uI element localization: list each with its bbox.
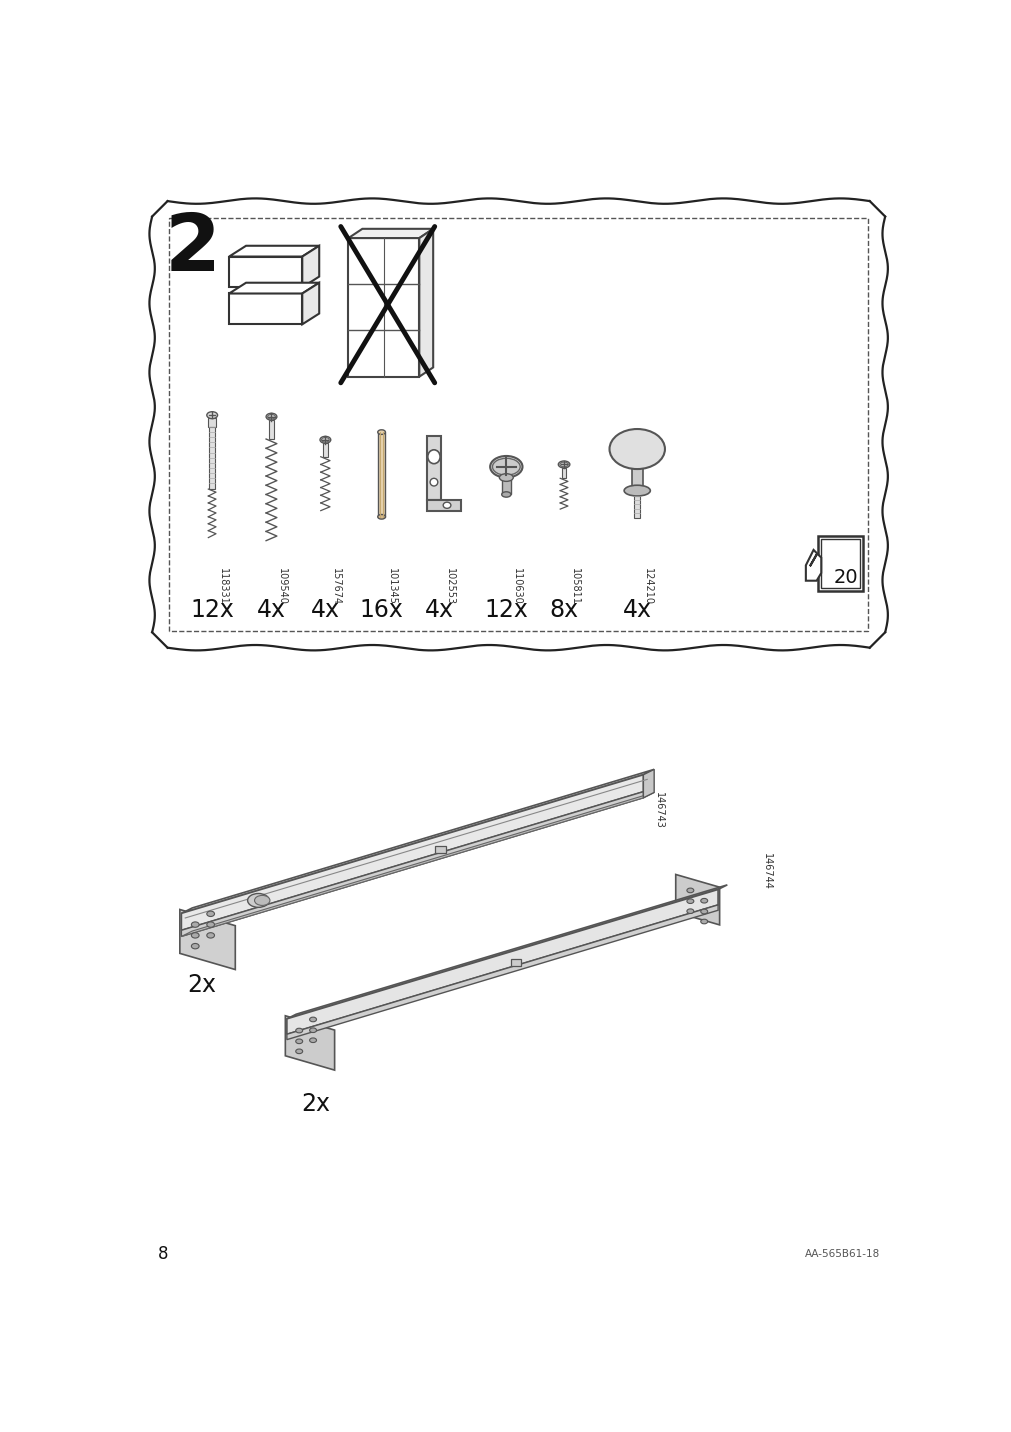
Ellipse shape bbox=[206, 911, 214, 916]
Ellipse shape bbox=[248, 894, 269, 908]
Ellipse shape bbox=[700, 909, 707, 914]
Text: 2: 2 bbox=[164, 211, 220, 288]
Bar bbox=[634, 495, 640, 517]
Bar bbox=[561, 467, 566, 478]
Bar bbox=[377, 432, 385, 517]
Ellipse shape bbox=[686, 899, 694, 904]
Text: 109540: 109540 bbox=[277, 567, 287, 604]
Ellipse shape bbox=[266, 414, 277, 420]
Bar bbox=[817, 536, 862, 591]
Ellipse shape bbox=[700, 919, 707, 924]
Text: 12x: 12x bbox=[484, 597, 528, 621]
Ellipse shape bbox=[558, 461, 569, 468]
Polygon shape bbox=[302, 246, 318, 288]
Polygon shape bbox=[180, 909, 235, 969]
Text: 118331: 118331 bbox=[217, 567, 227, 604]
Polygon shape bbox=[181, 769, 653, 914]
Text: 105811: 105811 bbox=[569, 567, 579, 604]
Bar bbox=[169, 218, 867, 630]
Ellipse shape bbox=[377, 514, 385, 520]
Polygon shape bbox=[348, 229, 433, 238]
Polygon shape bbox=[286, 889, 718, 1034]
Text: 4x: 4x bbox=[257, 597, 286, 621]
Bar bbox=[323, 442, 328, 457]
Polygon shape bbox=[302, 282, 318, 324]
Ellipse shape bbox=[489, 455, 522, 477]
Text: 101345: 101345 bbox=[387, 567, 397, 604]
Polygon shape bbox=[181, 792, 653, 937]
Polygon shape bbox=[427, 500, 460, 511]
Ellipse shape bbox=[686, 909, 694, 914]
Ellipse shape bbox=[377, 430, 385, 434]
Polygon shape bbox=[675, 875, 719, 925]
Bar bbox=[821, 538, 859, 589]
Ellipse shape bbox=[319, 437, 331, 444]
Ellipse shape bbox=[686, 888, 694, 892]
Bar bbox=[269, 420, 274, 440]
Text: 146744: 146744 bbox=[761, 853, 770, 891]
Polygon shape bbox=[228, 282, 318, 294]
Text: AA-565B61-18: AA-565B61-18 bbox=[804, 1249, 879, 1259]
Ellipse shape bbox=[191, 922, 199, 928]
Ellipse shape bbox=[191, 944, 199, 949]
Polygon shape bbox=[228, 246, 318, 256]
Polygon shape bbox=[228, 294, 302, 324]
Polygon shape bbox=[181, 792, 643, 937]
Text: 2x: 2x bbox=[300, 1093, 330, 1116]
Polygon shape bbox=[643, 769, 653, 798]
Ellipse shape bbox=[206, 411, 217, 418]
Ellipse shape bbox=[295, 1050, 302, 1054]
Ellipse shape bbox=[443, 503, 451, 508]
Ellipse shape bbox=[430, 478, 438, 485]
Text: 8: 8 bbox=[158, 1244, 169, 1263]
Ellipse shape bbox=[295, 1028, 302, 1032]
Text: 157674: 157674 bbox=[331, 567, 341, 604]
Ellipse shape bbox=[700, 898, 707, 904]
Bar bbox=[631, 467, 642, 490]
Text: 16x: 16x bbox=[359, 597, 403, 621]
Text: 4x: 4x bbox=[425, 597, 453, 621]
Bar bbox=[511, 959, 521, 967]
Bar bbox=[501, 477, 511, 494]
Ellipse shape bbox=[255, 895, 270, 905]
Text: 12x: 12x bbox=[190, 597, 234, 621]
Polygon shape bbox=[427, 435, 441, 500]
Text: 8x: 8x bbox=[549, 597, 578, 621]
Polygon shape bbox=[348, 238, 419, 377]
Polygon shape bbox=[286, 885, 727, 1018]
Ellipse shape bbox=[428, 450, 440, 464]
Ellipse shape bbox=[267, 414, 275, 420]
Text: 4x: 4x bbox=[310, 597, 340, 621]
Polygon shape bbox=[419, 229, 433, 377]
Bar bbox=[435, 845, 446, 853]
Ellipse shape bbox=[624, 485, 650, 495]
Text: 4x: 4x bbox=[622, 597, 651, 621]
Ellipse shape bbox=[501, 491, 511, 497]
Ellipse shape bbox=[321, 438, 329, 442]
Ellipse shape bbox=[498, 474, 513, 481]
Text: 2x: 2x bbox=[187, 972, 216, 997]
Text: 110630: 110630 bbox=[512, 567, 522, 604]
Ellipse shape bbox=[309, 1038, 316, 1042]
Bar bbox=[208, 418, 215, 428]
Text: 146743: 146743 bbox=[653, 792, 663, 829]
Polygon shape bbox=[286, 905, 718, 1040]
Ellipse shape bbox=[191, 932, 199, 938]
Ellipse shape bbox=[206, 932, 214, 938]
Bar bbox=[209, 428, 215, 490]
Ellipse shape bbox=[295, 1040, 302, 1044]
Ellipse shape bbox=[559, 463, 568, 467]
Polygon shape bbox=[285, 1015, 335, 1070]
Text: 124210: 124210 bbox=[642, 567, 652, 604]
Ellipse shape bbox=[492, 458, 520, 475]
Ellipse shape bbox=[609, 430, 664, 470]
Polygon shape bbox=[228, 256, 302, 288]
Ellipse shape bbox=[309, 1017, 316, 1022]
Polygon shape bbox=[805, 550, 821, 581]
Text: 20: 20 bbox=[833, 569, 857, 587]
Text: 102553: 102553 bbox=[445, 567, 455, 604]
Ellipse shape bbox=[309, 1028, 316, 1032]
Polygon shape bbox=[181, 775, 643, 931]
Ellipse shape bbox=[206, 922, 214, 928]
